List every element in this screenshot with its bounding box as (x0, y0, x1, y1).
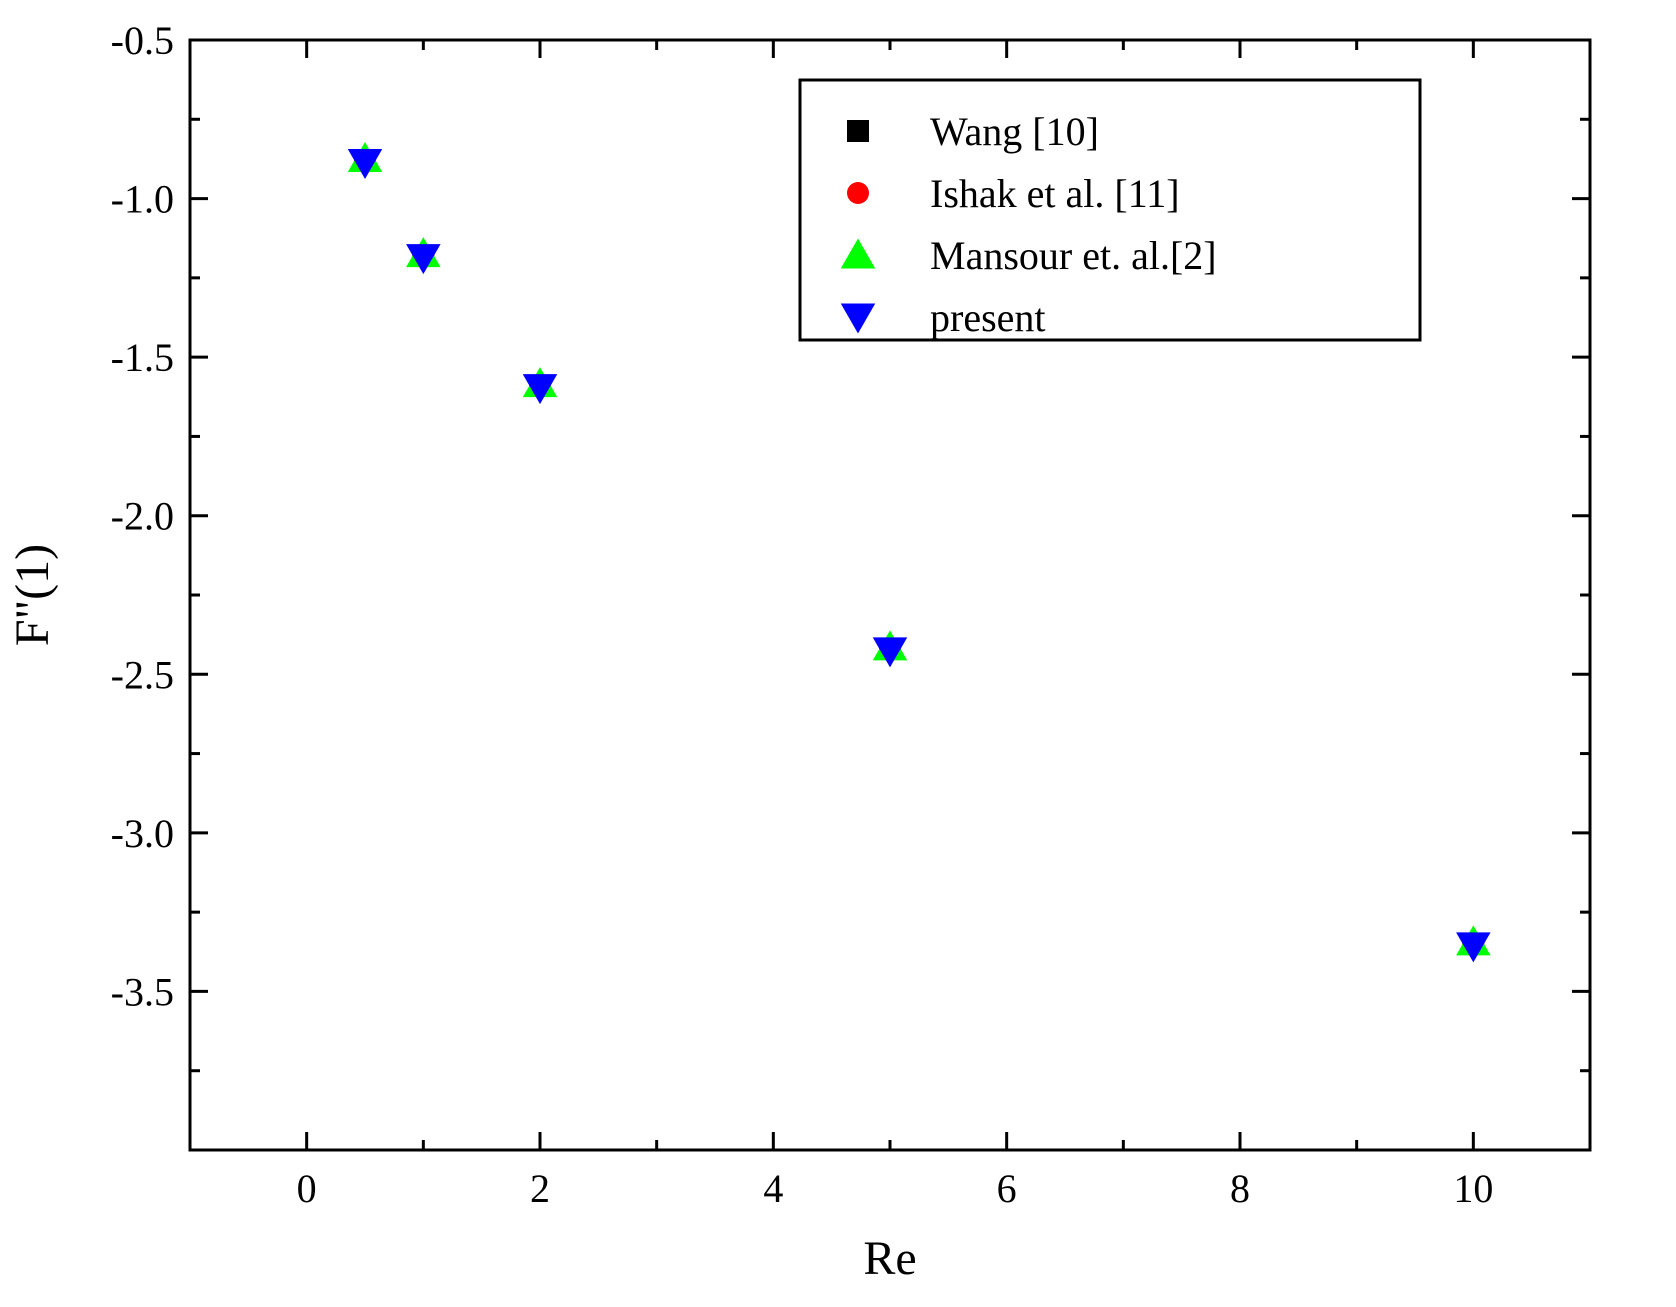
legend-label-mansour: Mansour et. al.[2] (930, 233, 1217, 278)
y-axis-label: F"(1) (6, 544, 59, 646)
y-tick-label: -1.5 (111, 335, 174, 380)
y-tick-label: -2.5 (111, 652, 174, 697)
y-tick-label: -3.5 (111, 969, 174, 1014)
y-tick-label: -3.0 (111, 811, 174, 856)
legend-label-wang: Wang [10] (930, 109, 1099, 154)
legend: Wang [10] Ishak et al. [11] Mansour et. al… (800, 80, 1420, 340)
scatter-chart: 0 2 4 6 8 10 -0.5 -1.0 -1.5 -2.0 -2.5 -3.0 -3.5 Re F"(… (0, 0, 1676, 1307)
chart-container: 0 2 4 6 8 10 -0.5 -1.0 -1.5 -2.0 -2.5 -3.0 -3.5 Re F"(… (0, 0, 1676, 1307)
x-tick-label: 10 (1453, 1166, 1493, 1211)
x-axis-label: Re (863, 1232, 916, 1285)
y-tick-label: -2.0 (111, 494, 174, 539)
x-tick-label: 6 (997, 1166, 1017, 1211)
legend-label-present: present (930, 295, 1046, 340)
x-tick-label: 0 (297, 1166, 317, 1211)
y-tick-label: -0.5 (111, 18, 174, 63)
y-tick-label: -1.0 (111, 177, 174, 222)
x-tick-label: 8 (1230, 1166, 1250, 1211)
x-tick-label: 4 (763, 1166, 783, 1211)
x-tick-label: 2 (530, 1166, 550, 1211)
legend-label-ishak: Ishak et al. [11] (930, 171, 1180, 216)
